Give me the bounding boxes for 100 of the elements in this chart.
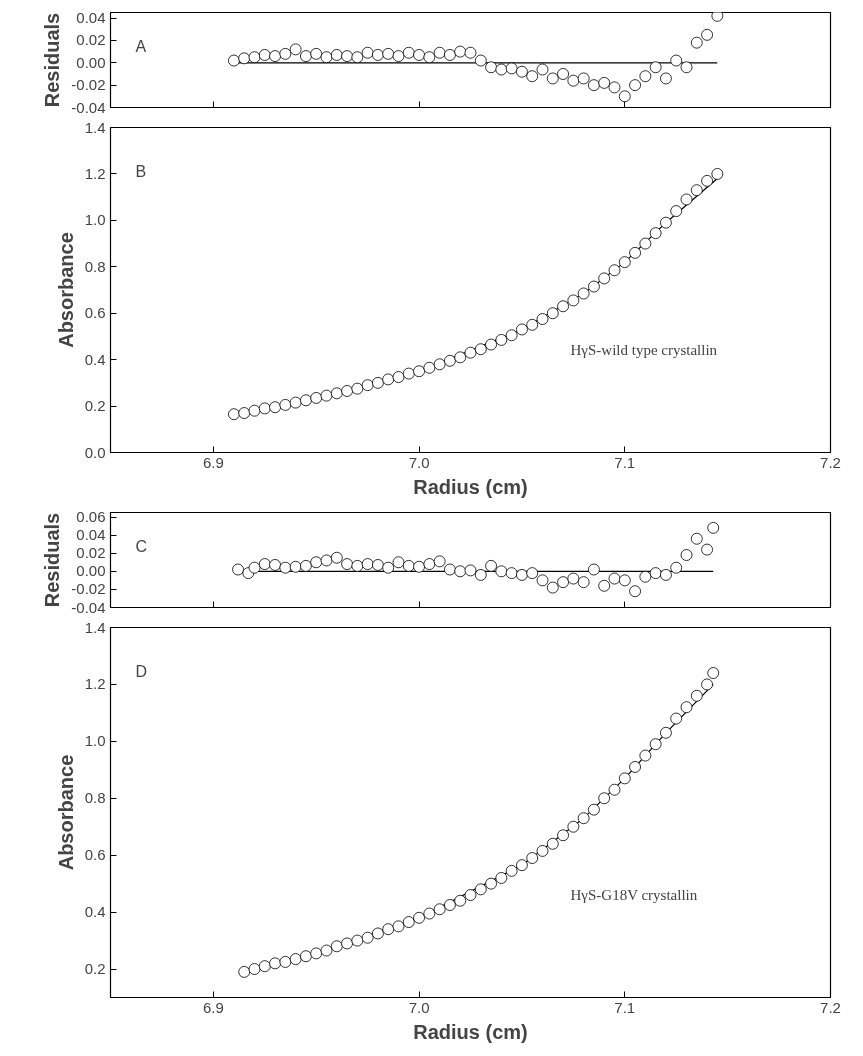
point	[701, 28, 713, 41]
point	[423, 558, 436, 570]
x-tick-label: 7.2	[820, 998, 841, 1016]
point	[392, 920, 405, 933]
point	[567, 294, 580, 307]
point	[454, 565, 467, 578]
point	[660, 569, 672, 581]
point	[372, 376, 384, 389]
y-tick-label: 0.8	[84, 789, 106, 807]
y-tick-label: -0.02	[71, 76, 106, 94]
point	[680, 701, 693, 714]
point	[649, 567, 662, 580]
point	[536, 313, 549, 325]
point	[649, 227, 662, 240]
point	[505, 864, 518, 877]
point	[660, 72, 672, 85]
point	[495, 565, 508, 578]
point	[690, 36, 703, 49]
annotation: B	[135, 162, 147, 180]
point	[300, 394, 312, 407]
annotation: D	[135, 662, 148, 680]
point	[269, 401, 281, 414]
point	[392, 50, 405, 62]
point	[423, 361, 436, 374]
y-tick-label: 0.04	[76, 9, 106, 27]
point	[711, 12, 724, 22]
point	[310, 47, 323, 60]
point	[505, 567, 518, 580]
point	[444, 354, 456, 367]
y-axis-title: Residuals	[41, 12, 64, 108]
point	[546, 72, 559, 85]
point	[526, 567, 539, 580]
point	[402, 367, 415, 380]
x-tick-label: 7.1	[614, 998, 636, 1016]
x-tick-label: 7.0	[408, 453, 430, 471]
point	[310, 947, 323, 960]
point	[546, 581, 559, 594]
y-tick-label: -0.02	[71, 580, 106, 598]
point	[577, 576, 590, 589]
point	[413, 365, 425, 378]
point	[289, 396, 302, 409]
point	[680, 61, 693, 74]
point	[238, 407, 251, 419]
point	[258, 558, 271, 570]
point	[351, 559, 364, 572]
point	[639, 70, 652, 83]
y-tick-label: 0.4	[84, 903, 106, 921]
point	[505, 329, 518, 342]
point	[382, 923, 395, 936]
point	[577, 812, 590, 825]
y-tick-label: 1.0	[84, 732, 106, 750]
point	[660, 726, 672, 739]
point	[536, 574, 549, 587]
point	[423, 51, 436, 64]
point	[557, 576, 569, 589]
point	[232, 563, 244, 576]
point	[588, 280, 600, 293]
point	[351, 382, 364, 395]
point	[444, 49, 456, 61]
point	[557, 68, 569, 80]
point	[598, 272, 611, 285]
y-tick-label: 0.04	[76, 526, 106, 544]
y-tick-label: 0.02	[76, 31, 106, 49]
point	[392, 371, 405, 383]
point	[289, 560, 302, 573]
point	[413, 911, 425, 924]
point	[495, 63, 508, 76]
point	[258, 960, 271, 973]
point	[248, 404, 261, 417]
point	[464, 46, 477, 59]
y-tick-label: 1.2	[84, 164, 106, 182]
point	[413, 560, 425, 573]
point	[474, 343, 487, 356]
point	[310, 392, 323, 404]
y-tick-label: 0.6	[84, 304, 106, 322]
point	[341, 558, 353, 570]
point	[351, 51, 364, 64]
point	[361, 379, 374, 392]
point	[495, 872, 508, 884]
point	[485, 877, 497, 890]
point	[670, 205, 683, 217]
y-tick-label: 0.00	[76, 562, 106, 580]
point	[485, 61, 497, 74]
point	[526, 852, 539, 864]
y-tick-label: 1.2	[84, 675, 106, 693]
x-axis-title: Radius (cm)	[413, 475, 528, 498]
point	[269, 50, 281, 62]
point	[351, 934, 364, 947]
y-tick-label: 0.2	[84, 960, 106, 978]
point	[629, 761, 641, 773]
point	[341, 385, 353, 397]
point	[289, 43, 302, 56]
point	[649, 61, 662, 74]
y-tick-label: -0.04	[71, 98, 106, 116]
point	[300, 950, 312, 963]
point	[269, 559, 281, 571]
point	[485, 338, 497, 351]
point	[464, 346, 477, 359]
point	[618, 90, 631, 103]
point	[454, 894, 467, 907]
